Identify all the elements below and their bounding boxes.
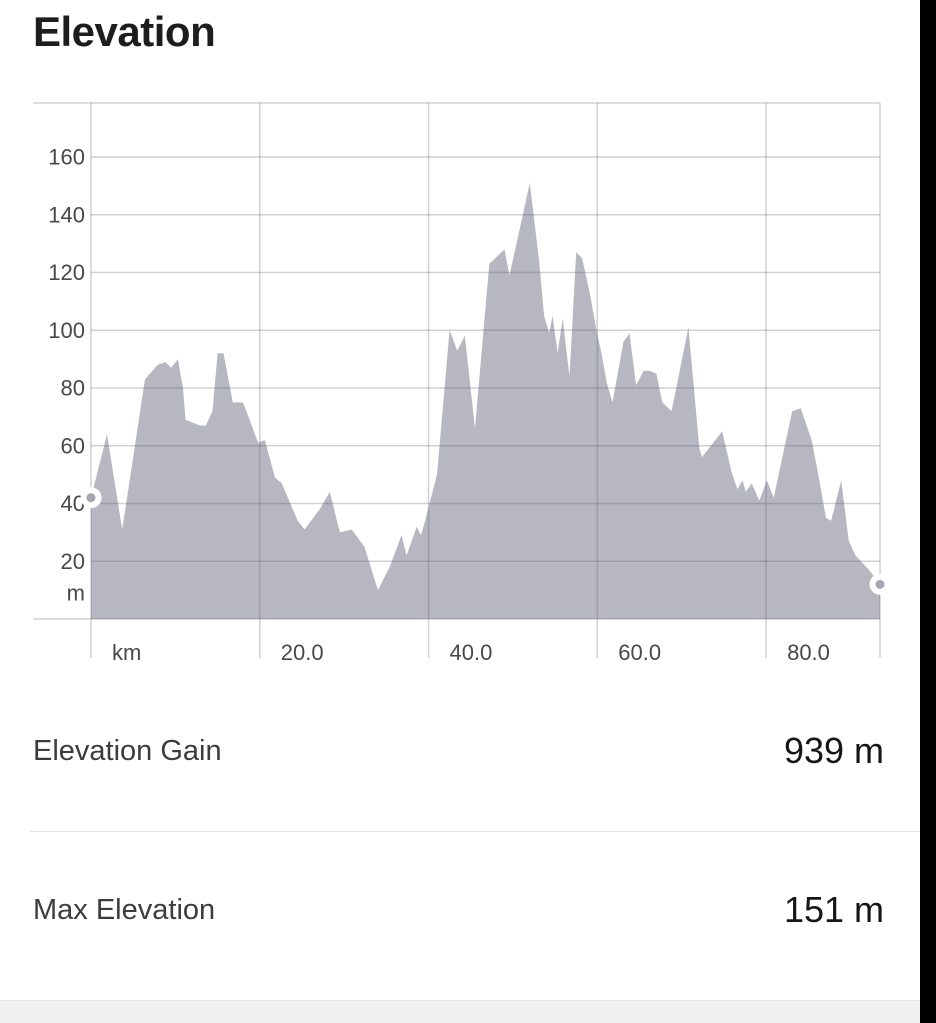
max-elevation-value: 151 m xyxy=(783,889,884,930)
y-axis-tick-label: 140 xyxy=(48,202,85,227)
x-axis-tick-label: 60.0 xyxy=(618,640,661,665)
elevation-area xyxy=(91,183,880,619)
stat-row-elevation-gain: Elevation Gain 939 m xyxy=(33,716,884,786)
start-marker-dot xyxy=(86,493,96,503)
screen-edge-strip xyxy=(920,0,936,1023)
stat-row-max-elevation: Max Elevation 151 m xyxy=(33,875,884,945)
y-axis-unit-label: m xyxy=(67,581,85,606)
x-axis-tick-label: 40.0 xyxy=(450,640,493,665)
elevation-gain-label: Elevation Gain xyxy=(33,734,222,767)
y-axis-tick-label: 60 xyxy=(61,433,85,458)
next-card-edge xyxy=(0,1000,920,1023)
y-axis-tick-label: 120 xyxy=(48,260,85,285)
elevation-gain-value: 939 m xyxy=(783,730,884,771)
y-axis-tick-label: 160 xyxy=(48,145,85,170)
x-axis-tick-label: km xyxy=(112,640,141,665)
y-axis-tick-label: 20 xyxy=(61,549,85,574)
y-axis-tick-label: 80 xyxy=(61,376,85,401)
page-title: Elevation xyxy=(33,8,216,55)
x-axis-tick-label: 80.0 xyxy=(787,640,830,665)
x-axis-tick-label: 20.0 xyxy=(281,640,324,665)
y-axis-tick-label: 100 xyxy=(48,318,85,343)
row-divider xyxy=(30,831,920,832)
end-marker-dot xyxy=(875,579,885,589)
max-elevation-label: Max Elevation xyxy=(33,893,216,926)
